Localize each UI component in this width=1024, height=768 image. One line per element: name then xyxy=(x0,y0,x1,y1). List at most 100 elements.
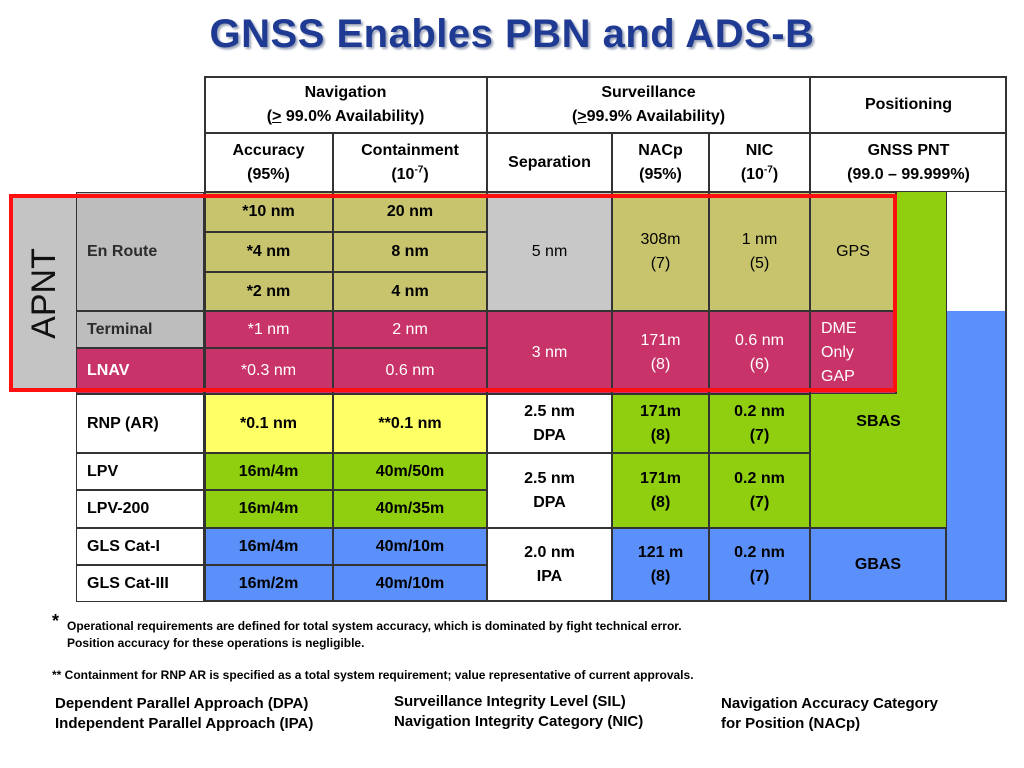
footnote-star: * xyxy=(52,611,60,631)
en-route-nacp-value: 308m xyxy=(640,230,681,248)
lpv-nacp: 171m (8) xyxy=(612,453,709,528)
rnp-ar-separation: 2.5 nm DPA xyxy=(487,394,612,453)
gls-nic-value: 0.2 nm xyxy=(734,544,785,561)
positioning-blue-right xyxy=(946,311,1007,602)
abbr-ipa: Independent Parallel Approach (IPA) xyxy=(55,715,314,732)
lpv-separation-value: 2.5 nm xyxy=(524,469,575,487)
en-route-positioning-gps: GPS xyxy=(810,192,896,311)
header-navigation-line2: (> 99.0% Availability) xyxy=(266,107,425,125)
terminal-containment: 2 nm xyxy=(333,311,487,348)
terminal-accuracy: *1 nm xyxy=(204,311,333,348)
gls-nic-category: (7) xyxy=(749,568,770,585)
header-accuracy-line1: Accuracy xyxy=(232,141,305,159)
terminal-lnav-nacp-category: (8) xyxy=(650,355,671,373)
en-route-containment-2: 8 nm xyxy=(333,232,487,272)
containment-exponent: -7 xyxy=(414,164,424,176)
rnp-ar-accuracy: *0.1 nm xyxy=(204,394,333,453)
terminal-lnav-nic-category: (6) xyxy=(749,355,770,373)
gls-cat-1-accuracy: 16m/4m xyxy=(204,528,333,565)
en-route-separation: 5 nm xyxy=(487,192,612,311)
header-accuracy-line2: (95%) xyxy=(247,165,290,183)
header-separation: Separation xyxy=(487,133,612,192)
ge-symbol: > xyxy=(272,107,282,125)
en-route-containment-3: 4 nm xyxy=(333,272,487,311)
rnp-ar-nic-category: (7) xyxy=(749,426,770,444)
positioning-blank-upper xyxy=(946,192,1007,311)
abbr-sil: Surveillance Integrity Level (SIL) xyxy=(394,693,626,710)
gls-cat-3-containment: 40m/10m xyxy=(333,565,487,602)
rnp-ar-containment: **0.1 nm xyxy=(333,394,487,453)
dme-only-line3: GAP xyxy=(821,367,855,385)
footnote-1-line1: Operational requirements are defined for… xyxy=(67,619,682,633)
rnp-ar-separation-value: 2.5 nm xyxy=(524,402,575,420)
lpv-200-accuracy: 16m/4m xyxy=(204,490,333,528)
row-label-gls-cat-1: GLS Cat-I xyxy=(76,528,204,565)
row-label-lnav: LNAV xyxy=(76,348,204,394)
lpv-nacp-value: 171m xyxy=(640,469,681,487)
lpv-containment: 40m/50m xyxy=(333,453,487,490)
row-label-lpv: LPV xyxy=(76,453,204,490)
lpv-nacp-category: (8) xyxy=(650,493,671,511)
lpv-accuracy: 16m/4m xyxy=(204,453,333,490)
gls-nic: 0.2 nm (7) xyxy=(709,528,810,602)
apnt-label-band: APNT xyxy=(13,198,76,388)
en-route-accuracy-2: *4 nm xyxy=(204,232,333,272)
row-label-en-route: En Route xyxy=(76,192,204,311)
lnav-accuracy: *0.3 nm xyxy=(204,348,333,394)
header-containment: Containment (10-7) xyxy=(333,133,487,192)
abbr-nacp-line2: for Position (NACp) xyxy=(721,715,861,732)
terminal-lnav-separation: 3 nm xyxy=(487,311,612,394)
gls-separation: 2.0 nm IPA xyxy=(487,528,612,602)
gls-cat-1-containment: 40m/10m xyxy=(333,528,487,565)
en-route-nacp-category: (7) xyxy=(650,254,671,272)
header-nic: NIC (10-7) xyxy=(709,133,810,192)
dme-only-line2: Only xyxy=(821,343,854,361)
ge-symbol: > xyxy=(577,107,587,125)
header-positioning: Positioning xyxy=(810,76,1007,133)
header-surveillance-line1: Surveillance xyxy=(601,83,696,101)
footnote-1-line2: Position accuracy for these operations i… xyxy=(67,636,365,650)
header-gnss-pnt-line1: GNSS PNT xyxy=(867,141,950,159)
apnt-highlight-box xyxy=(9,194,897,392)
header-nic-line1: NIC xyxy=(745,141,774,159)
rnp-ar-nacp: 171m (8) xyxy=(612,394,709,453)
gls-nacp-value: 121 m xyxy=(637,544,684,561)
header-navigation-line1: Navigation xyxy=(304,83,387,101)
en-route-accuracy-3: *2 nm xyxy=(204,272,333,311)
terminal-lnav-nacp-value: 171m xyxy=(640,331,681,349)
header-nacp-line1: NACp xyxy=(638,141,683,159)
footnote-2: ** Containment for RNP AR is specified a… xyxy=(52,668,694,682)
terminal-lnav-nacp: 171m (8) xyxy=(612,311,709,394)
abbr-nic: Navigation Integrity Category (NIC) xyxy=(394,713,644,730)
page-title: GNSS Enables PBN and ADS-B xyxy=(209,12,815,56)
lpv-nic-value: 0.2 nm xyxy=(734,469,785,487)
en-route-containment-1: 20 nm xyxy=(333,192,487,232)
header-navigation-availability: 99.0% Availability) xyxy=(281,107,425,125)
header-navigation: Navigation (> 99.0% Availability) xyxy=(204,76,487,133)
gls-nacp: 121 m (8) xyxy=(612,528,709,602)
rnp-ar-nacp-category: (8) xyxy=(650,426,671,444)
containment-base: (10 xyxy=(391,165,415,183)
rnp-ar-nic-value: 0.2 nm xyxy=(734,402,785,420)
abbr-nacp-line1: Navigation Accuracy Category xyxy=(721,695,939,712)
lpv-nic: 0.2 nm (7) xyxy=(709,453,810,528)
positioning-sbas: SBAS xyxy=(810,394,946,528)
rnp-ar-nic: 0.2 nm (7) xyxy=(709,394,810,453)
header-nic-line2: (10-7) xyxy=(740,164,779,183)
en-route-nacp: 308m (7) xyxy=(612,192,709,311)
row-label-terminal: Terminal xyxy=(76,311,204,348)
gls-cat-3-accuracy: 16m/2m xyxy=(204,565,333,602)
row-label-gls-cat-3: GLS Cat-III xyxy=(76,565,204,602)
header-surveillance-line2: (>99.9% Availability) xyxy=(571,107,726,125)
lpv-nic-category: (7) xyxy=(749,493,770,511)
header-surveillance: Surveillance (>99.9% Availability) xyxy=(487,76,810,133)
header-gnss-pnt-line2: (99.0 – 99.999%) xyxy=(847,165,970,183)
gls-nacp-category: (8) xyxy=(650,568,671,585)
gps-green-band xyxy=(896,192,946,394)
header-nacp-line2: (95%) xyxy=(639,165,682,183)
lpv-separation: 2.5 nm DPA xyxy=(487,453,612,528)
row-label-lpv-200: LPV-200 xyxy=(76,490,204,528)
row-label-rnp-ar: RNP (AR) xyxy=(76,394,204,453)
header-containment-line2: (10-7) xyxy=(391,164,429,183)
lnav-containment: 0.6 nm xyxy=(333,348,487,394)
